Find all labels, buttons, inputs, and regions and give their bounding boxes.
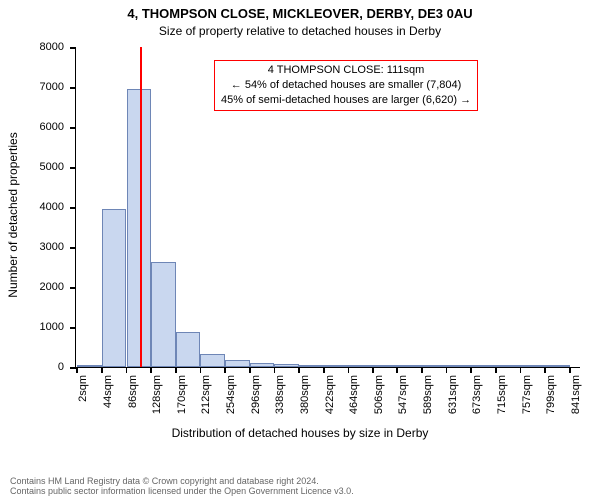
- x-axis-tick-mark: [249, 367, 251, 373]
- x-axis-tick-mark: [495, 367, 497, 373]
- x-axis-tick-mark: [470, 367, 472, 373]
- x-axis-tick-mark: [224, 367, 226, 373]
- histogram-bar: [545, 365, 570, 367]
- x-axis-tick-mark: [446, 367, 448, 373]
- histogram-bar: [176, 332, 201, 367]
- histogram-bar: [348, 365, 373, 367]
- y-axis-tick: 8000: [40, 41, 76, 53]
- x-axis-tick-mark: [150, 367, 152, 373]
- histogram-bar: [422, 365, 447, 367]
- y-axis-tick: 2000: [40, 281, 76, 293]
- histogram-bar: [471, 365, 496, 367]
- histogram-bar: [200, 354, 225, 367]
- histogram-bar: [324, 365, 349, 367]
- x-axis-tick-label: 128sqm: [151, 375, 163, 414]
- x-axis-tick-label: 841sqm: [570, 375, 582, 414]
- histogram-bar: [77, 365, 102, 367]
- x-axis-tick-mark: [298, 367, 300, 373]
- chart-footer: Contains HM Land Registry data © Crown c…: [10, 476, 354, 496]
- x-axis-tick-mark: [421, 367, 423, 373]
- y-axis-tick: 7000: [40, 81, 76, 93]
- y-axis-tick: 6000: [40, 121, 76, 133]
- chart-title-line1: 4, THOMPSON CLOSE, MICKLEOVER, DERBY, DE…: [0, 6, 600, 21]
- x-axis-tick-mark: [101, 367, 103, 373]
- x-axis-tick-label: 673sqm: [471, 375, 483, 414]
- x-axis-label: Distribution of detached houses by size …: [0, 426, 600, 440]
- x-axis-tick-label: 44sqm: [102, 375, 114, 408]
- histogram-bar: [127, 89, 152, 367]
- x-axis-tick-mark: [372, 367, 374, 373]
- annotation-line: ← 54% of detached houses are smaller (7,…: [221, 78, 471, 93]
- x-axis-tick-label: 296sqm: [250, 375, 262, 414]
- x-axis-tick-label: 212sqm: [200, 375, 212, 414]
- x-axis-tick-mark: [126, 367, 128, 373]
- histogram-bar: [299, 365, 324, 367]
- x-axis-tick-label: 338sqm: [274, 375, 286, 414]
- footer-line: Contains HM Land Registry data © Crown c…: [10, 476, 354, 486]
- histogram-bar: [496, 365, 521, 367]
- chart-title-line2: Size of property relative to detached ho…: [0, 24, 600, 38]
- x-axis-tick-label: 506sqm: [373, 375, 385, 414]
- histogram-bar: [447, 365, 472, 367]
- x-axis-tick-mark: [544, 367, 546, 373]
- x-axis-tick-label: 464sqm: [348, 375, 360, 414]
- histogram-bar: [250, 363, 275, 367]
- x-axis-tick-mark: [323, 367, 325, 373]
- histogram-bar: [102, 209, 127, 367]
- y-axis-tick: 4000: [40, 201, 76, 213]
- x-axis-tick-mark: [175, 367, 177, 373]
- x-axis-tick-label: 2sqm: [77, 375, 89, 402]
- y-axis-label: Number of detached properties: [6, 55, 20, 375]
- histogram-bar: [373, 365, 398, 367]
- histogram-bar: [151, 262, 176, 367]
- y-axis-tick: 5000: [40, 161, 76, 173]
- x-axis-tick-mark: [348, 367, 350, 373]
- x-axis-tick-label: 715sqm: [496, 375, 508, 414]
- x-axis-tick-mark: [200, 367, 202, 373]
- x-axis-tick-mark: [569, 367, 571, 373]
- chart-plot-area: 4 THOMPSON CLOSE: 111sqm← 54% of detache…: [75, 48, 580, 368]
- x-axis-tick-label: 799sqm: [545, 375, 557, 414]
- marker-line: [140, 47, 142, 367]
- x-axis-tick-label: 170sqm: [176, 375, 188, 414]
- histogram-bar: [225, 360, 250, 367]
- x-axis-tick-label: 589sqm: [422, 375, 434, 414]
- x-axis-tick-mark: [520, 367, 522, 373]
- x-axis-tick-mark: [274, 367, 276, 373]
- x-axis-tick-label: 631sqm: [447, 375, 459, 414]
- figure-root: 4, THOMPSON CLOSE, MICKLEOVER, DERBY, DE…: [0, 0, 600, 500]
- x-axis-tick-mark: [76, 367, 78, 373]
- x-axis-tick-label: 86sqm: [127, 375, 139, 408]
- histogram-bar: [274, 364, 299, 367]
- y-axis-tick: 3000: [40, 241, 76, 253]
- x-axis-tick-label: 757sqm: [521, 375, 533, 414]
- y-axis-tick: 1000: [40, 321, 76, 333]
- x-axis-tick-mark: [396, 367, 398, 373]
- chart-annotation-box: 4 THOMPSON CLOSE: 111sqm← 54% of detache…: [214, 60, 478, 111]
- annotation-line: 45% of semi-detached houses are larger (…: [221, 93, 471, 108]
- y-axis-tick: 0: [58, 361, 76, 373]
- x-axis-tick-label: 547sqm: [397, 375, 409, 414]
- histogram-bar: [397, 365, 422, 367]
- x-axis-tick-label: 254sqm: [225, 375, 237, 414]
- annotation-line: 4 THOMPSON CLOSE: 111sqm: [221, 63, 471, 78]
- histogram-bar: [521, 365, 546, 367]
- x-axis-tick-label: 422sqm: [324, 375, 336, 414]
- x-axis-tick-label: 380sqm: [299, 375, 311, 414]
- footer-line: Contains public sector information licen…: [10, 486, 354, 496]
